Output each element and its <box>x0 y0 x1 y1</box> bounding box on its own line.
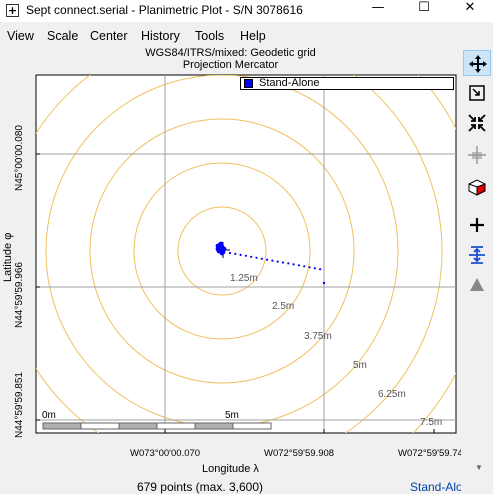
shrink-button[interactable] <box>463 110 491 136</box>
rings-group <box>36 75 456 433</box>
track-point <box>266 258 269 261</box>
ticks-group <box>36 153 435 433</box>
ring-label-3: 3.75m <box>304 331 332 342</box>
plot-area: WGS84/ITRS/mixed: Geodetic grid Projecti… <box>0 46 476 494</box>
ring-label-5: 6.25m <box>378 389 406 400</box>
track-point <box>308 266 311 269</box>
track-point <box>313 267 316 270</box>
move-tool-button[interactable] <box>463 50 491 76</box>
x-tick-2: W072°59'59.908 <box>264 448 335 459</box>
plot-frame <box>35 74 457 434</box>
scale-end-label: 5m <box>225 410 239 421</box>
track-point <box>276 260 279 263</box>
zoom-in-icon <box>470 218 484 232</box>
move-icon <box>469 55 487 73</box>
x-tick-1: W073°00'00.070 <box>130 448 201 459</box>
ring-label-4: 5m <box>353 360 367 371</box>
y-axis-label: Latitude φ <box>2 232 14 282</box>
x-tick-3: W072°59'59.74 <box>398 448 463 459</box>
ring-3 <box>89 118 355 384</box>
menu-view[interactable]: View <box>7 29 34 43</box>
track-point <box>319 268 322 271</box>
minimize-button[interactable]: — <box>371 0 385 15</box>
track-point <box>215 246 221 252</box>
plot-canvas[interactable] <box>0 46 461 493</box>
ring-label-6: 7.5m <box>420 417 443 428</box>
triangle-button[interactable] <box>463 272 491 298</box>
fit-vertical-button[interactable] <box>463 242 491 268</box>
app-icon: + <box>6 4 19 17</box>
y-tick-1: N45°00'00.080 <box>14 125 25 191</box>
cube-icon <box>468 179 486 196</box>
track-point <box>255 256 258 259</box>
points-layer <box>215 241 326 285</box>
shrink-icon <box>468 114 486 132</box>
menu-history[interactable]: History <box>141 29 180 43</box>
track-point <box>292 263 295 266</box>
track-point <box>228 251 232 255</box>
track-point <box>218 241 224 247</box>
track-point <box>221 246 227 252</box>
menu-help[interactable]: Help <box>240 29 266 43</box>
x-axis-label: Longitude λ <box>202 463 259 475</box>
scale-start-label: 0m <box>42 410 56 421</box>
legend-swatch <box>244 79 253 88</box>
triangle-icon <box>470 278 484 291</box>
zoom-box-button[interactable] <box>463 80 491 106</box>
title-bar: + Sept connect.serial - Planimetric Plot… <box>0 0 493 22</box>
cube-button[interactable] <box>463 174 491 200</box>
ring-label-1: 1.25m <box>230 273 258 284</box>
scroll-down-arrow-icon[interactable]: ▼ <box>475 463 483 472</box>
track-point <box>303 265 306 268</box>
status-mode: Stand-Alone <box>410 480 477 494</box>
window-title: Sept connect.serial - Planimetric Plot -… <box>26 3 303 17</box>
y-tick-2: N44°59'59.966 <box>14 262 25 328</box>
maximize-button[interactable]: ☐ <box>418 0 430 15</box>
track-point <box>244 254 247 257</box>
menu-center[interactable]: Center <box>90 29 128 43</box>
track-point <box>250 255 253 258</box>
close-button[interactable]: ✕ <box>464 0 476 15</box>
y-tick-3: N44°59'59.851 <box>14 372 25 438</box>
zoom-in-button[interactable] <box>463 212 491 238</box>
legend: Stand-Alone <box>240 77 454 90</box>
track-point <box>260 257 263 260</box>
center-icon <box>468 146 486 164</box>
menu-scale[interactable]: Scale <box>47 29 79 43</box>
center-button[interactable] <box>463 142 491 168</box>
menu-tools[interactable]: Tools <box>195 29 225 43</box>
track-point <box>297 264 300 267</box>
ring-5 <box>36 75 443 433</box>
tool-panel <box>461 46 493 493</box>
status-point-count: 679 points (max. 3,600) <box>136 480 264 494</box>
scale-bar <box>42 422 272 430</box>
track-point <box>322 281 326 285</box>
track-point <box>287 262 290 265</box>
ring-label-2: 2.5m <box>272 301 295 312</box>
track-point <box>234 252 237 255</box>
menu-bar: View Scale Center History Tools Help <box>0 28 493 46</box>
track-point <box>219 250 225 256</box>
track-point <box>281 261 285 264</box>
track-point <box>271 259 274 262</box>
fit-vertical-icon <box>469 246 485 264</box>
plot-subtitle: Projection Mercator <box>182 59 279 71</box>
plot-title: WGS84/ITRS/mixed: Geodetic grid <box>145 47 316 59</box>
track-point <box>239 253 242 256</box>
ring-2 <box>133 162 311 340</box>
ring-1 <box>177 206 267 296</box>
legend-label: Stand-Alone <box>259 77 320 89</box>
zoom-box-icon <box>469 85 485 101</box>
